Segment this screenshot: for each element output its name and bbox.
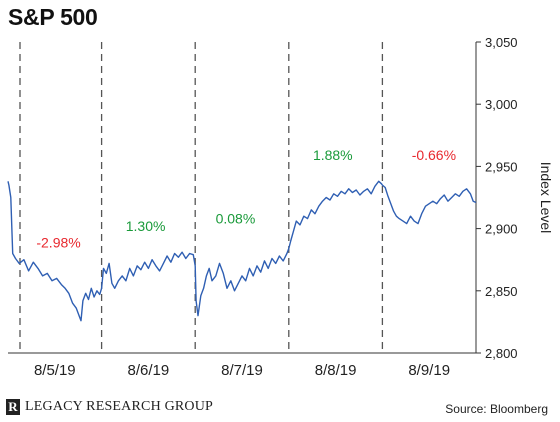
x-tick-label: 8/7/19 (221, 362, 263, 379)
y-tick-label: 3,000 (485, 97, 518, 112)
y-tick-label: 2,850 (485, 284, 518, 299)
day-change-label: -2.98% (36, 234, 80, 250)
y-tick-label: 2,950 (485, 159, 518, 174)
brand-logo: R LEGACY RESEARCH GROUP (6, 399, 213, 415)
series-line (7, 180, 477, 322)
y-axis-title: Index Level (538, 162, 554, 234)
x-tick-label: 8/6/19 (128, 362, 170, 379)
x-tick-label: 8/9/19 (408, 362, 450, 379)
chart-title: S&P 500 (8, 4, 98, 30)
day-change-label: 1.30% (126, 218, 166, 234)
y-tick-label: 2,900 (485, 222, 518, 237)
day-change-label: 0.08% (216, 211, 256, 227)
x-tick-label: 8/5/19 (34, 362, 76, 379)
brand-mark-icon: R (6, 399, 20, 415)
y-tick-label: 2,800 (485, 346, 518, 361)
day-change-label: 1.88% (313, 147, 353, 163)
x-tick-label: 8/8/19 (315, 362, 357, 379)
day-change-label: -0.66% (412, 147, 456, 163)
brand-name: LEGACY RESEARCH GROUP (25, 399, 214, 414)
y-tick-label: 3,050 (485, 35, 518, 50)
source-note: Source: Bloomberg (445, 402, 548, 416)
